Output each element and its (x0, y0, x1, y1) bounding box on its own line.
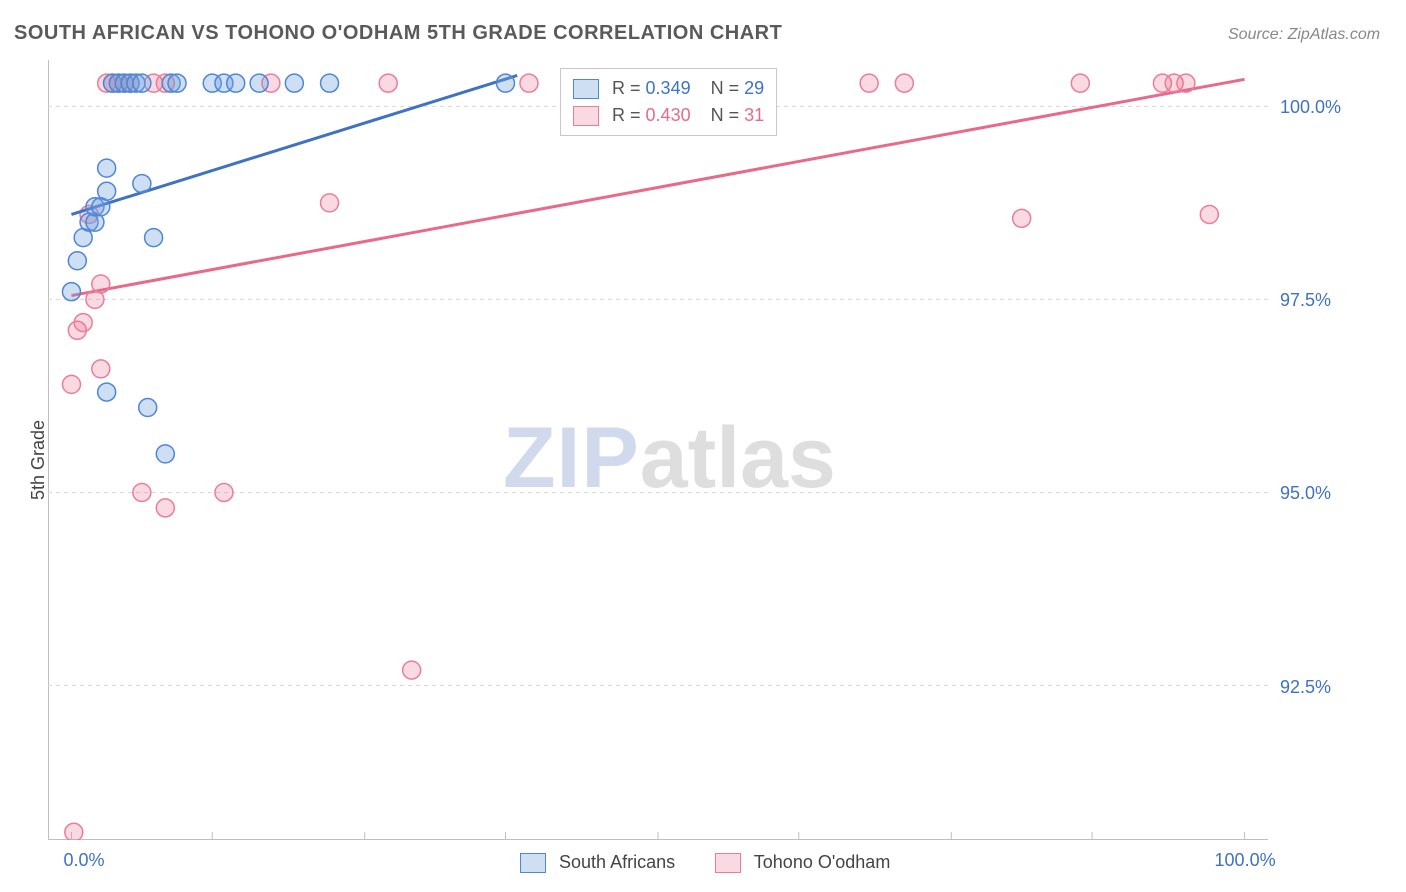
stats-swatch-pink (573, 106, 599, 126)
legend-swatch-blue (520, 853, 546, 873)
chart-title: SOUTH AFRICAN VS TOHONO O'ODHAM 5TH GRAD… (14, 22, 782, 45)
stats-row-pink: R = 0.430 N = 31 (573, 102, 764, 129)
stats-r-label: R = (612, 105, 641, 125)
legend-item-pink: Tohono O'odham (715, 852, 890, 873)
bottom-legend: South Africans Tohono O'odham (520, 852, 890, 873)
y-tick-label: 95.0% (1280, 483, 1331, 504)
y-tick-label: 92.5% (1280, 677, 1331, 698)
x-axis-label-right: 100.0% (1215, 850, 1276, 871)
stats-legend: R = 0.349 N = 29 R = 0.430 N = 31 (560, 68, 777, 136)
stats-n-label: N = (711, 105, 740, 125)
stats-swatch-blue (573, 79, 599, 99)
stats-r-blue: 0.349 (646, 78, 691, 98)
legend-swatch-pink (715, 853, 741, 873)
stats-n-blue: 29 (744, 78, 764, 98)
legend-label-pink: Tohono O'odham (754, 852, 891, 872)
stats-r-label: R = (612, 78, 641, 98)
y-axis-label: 5th Grade (28, 420, 49, 500)
stats-r-pink: 0.430 (646, 105, 691, 125)
stats-row-blue: R = 0.349 N = 29 (573, 75, 764, 102)
y-tick-label: 100.0% (1280, 97, 1341, 118)
legend-item-blue: South Africans (520, 852, 675, 873)
legend-label-blue: South Africans (559, 852, 675, 872)
stats-n-label: N = (711, 78, 740, 98)
chart-stage: SOUTH AFRICAN VS TOHONO O'ODHAM 5TH GRAD… (0, 0, 1406, 892)
stats-n-pink: 31 (744, 105, 764, 125)
scatter-plot (48, 60, 1268, 840)
source-label: Source: ZipAtlas.com (1228, 26, 1380, 44)
x-axis-label-left: 0.0% (63, 850, 104, 871)
y-tick-label: 97.5% (1280, 290, 1331, 311)
